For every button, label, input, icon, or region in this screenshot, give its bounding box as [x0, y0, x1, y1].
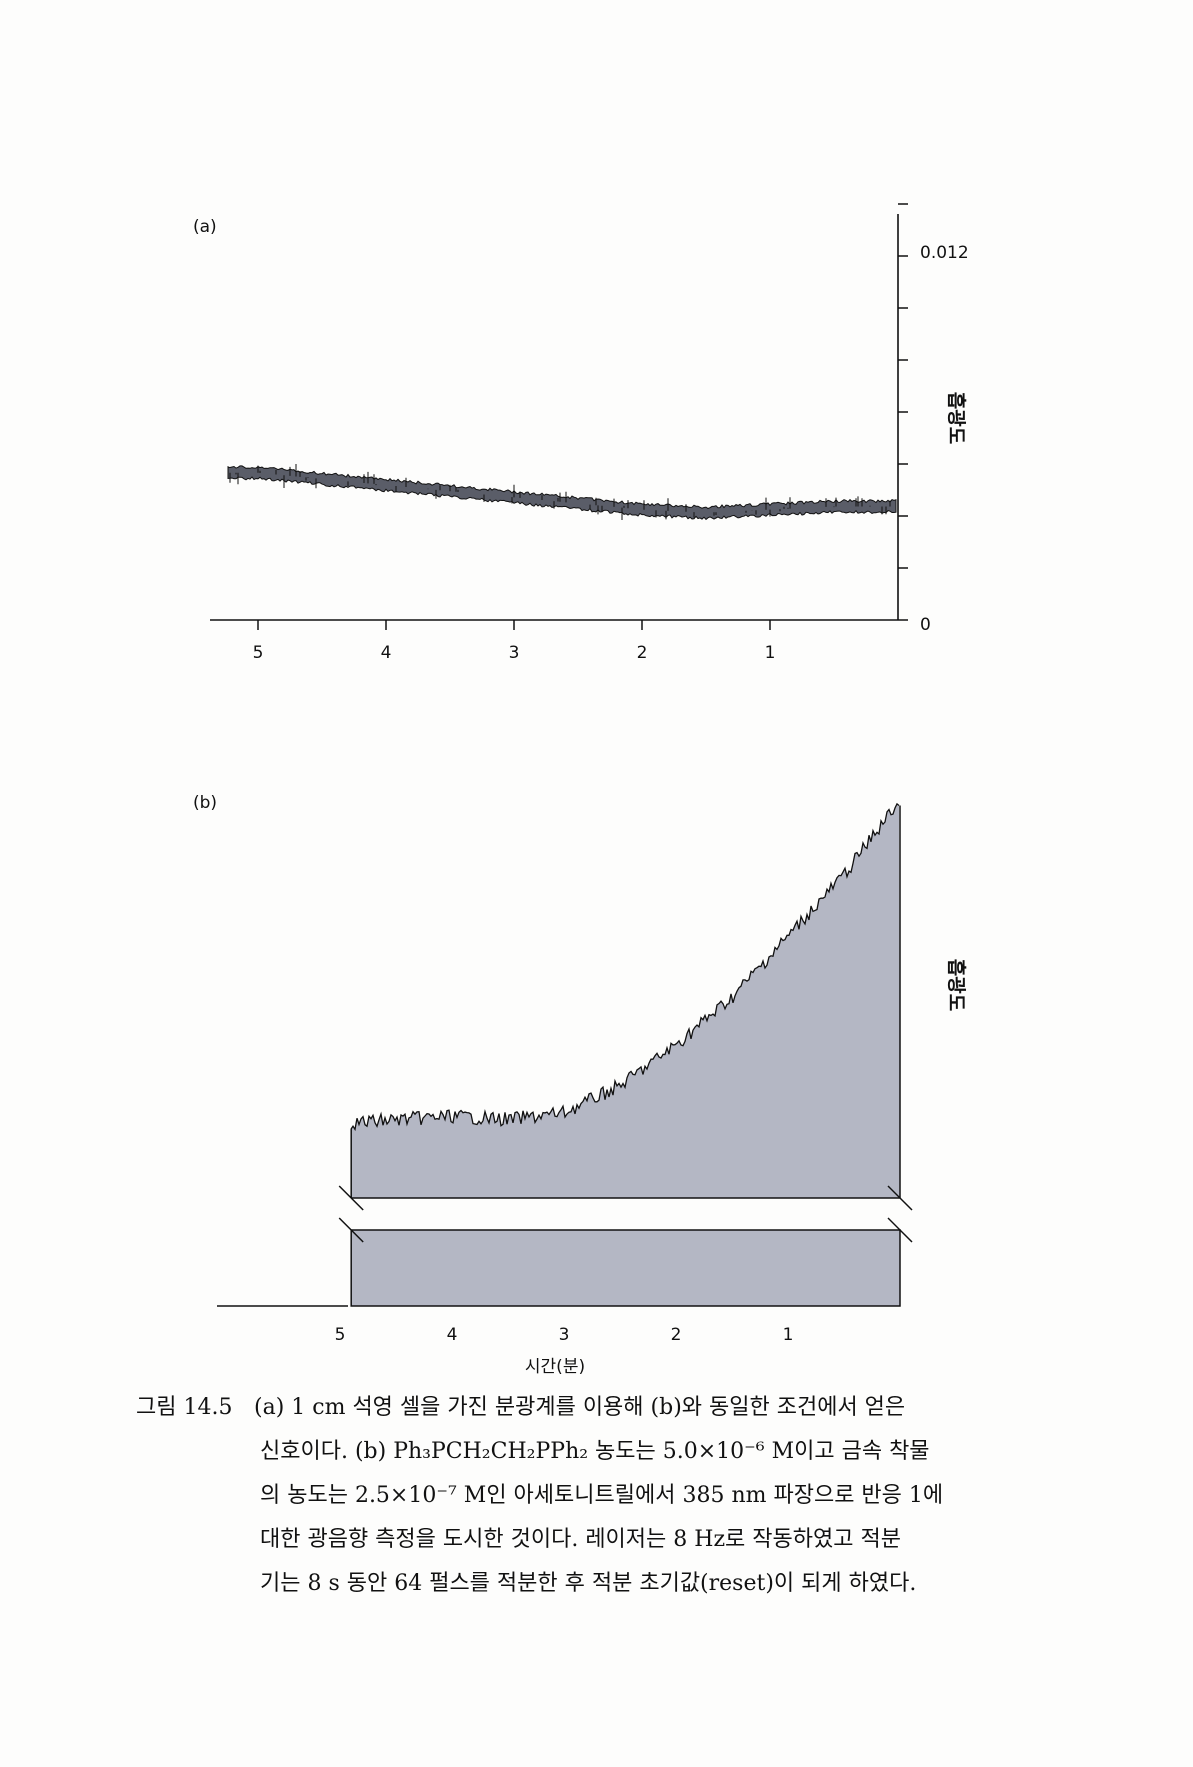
panel-a-ytick-top: 0.012	[920, 243, 969, 263]
panel-b-ylabel: 흡광도	[945, 959, 968, 1011]
panel-b-lower-block	[350, 1229, 901, 1307]
panel-a-x-tick-label: 4	[381, 643, 392, 663]
panel-b-break-slash	[338, 1185, 364, 1211]
caption-line-2: 신호이다. (b) Ph₃PCH₂CH₂PPh₂ 농도는 5.0×10⁻⁶ M이…	[260, 1439, 930, 1464]
panel-a-series-band	[227, 465, 897, 521]
panel-b-series	[350, 802, 901, 1307]
caption-line-1: 그림 14.5 (a) 1 cm 석영 셀을 가진 분광계를 이용해 (b)와 동…	[136, 1386, 1036, 1430]
panel-a-x-tick-label: 5	[253, 643, 264, 663]
panel-b-x-tick-label: 3	[559, 1325, 570, 1345]
panel-a-ylabel: 흡광도	[945, 392, 968, 444]
panel-a: (a) 0.012 0 흡광도 5 4 3 2 1	[193, 203, 969, 663]
caption-line-4: 대한 광음향 측정을 도시한 것이다. 레이저는 8 Hz로 작동하였고 적분	[260, 1527, 901, 1552]
panel-b-x-ticks: 5 4 3 2 1	[335, 1325, 794, 1345]
panel-a-x-ticks: 5 4 3 2 1	[253, 620, 776, 663]
panel-a-y-ticks	[898, 203, 908, 621]
panel-a-ytick-zero: 0	[920, 615, 931, 635]
panel-b-xlabel: 시간(분)	[525, 1357, 585, 1377]
panel-b-break-slash	[338, 1217, 364, 1243]
caption-text-1: (a) 1 cm 석영 셀을 가진 분광계를 이용해 (b)와 동일한 조건에서…	[254, 1395, 906, 1420]
panel-b-x-tick-label: 2	[671, 1325, 682, 1345]
figure-caption: 그림 14.5 (a) 1 cm 석영 셀을 가진 분광계를 이용해 (b)와 동…	[136, 1386, 1036, 1606]
panel-b-label: (b)	[193, 793, 217, 813]
panel-a-x-tick-label: 3	[509, 643, 520, 663]
panel-b-axis-break	[338, 1185, 913, 1243]
panel-b-x-tick-label: 4	[447, 1325, 458, 1345]
panel-b-area-fill	[351, 803, 900, 1198]
panel-a-x-tick-label: 1	[765, 643, 776, 663]
panel-b-break-slash	[887, 1217, 913, 1243]
panel-a-label: (a)	[193, 217, 217, 237]
panel-b-x-tick-label: 1	[783, 1325, 794, 1345]
caption-number: 그림 14.5	[136, 1395, 233, 1420]
caption-line-5: 기는 8 s 동안 64 펄스를 적분한 후 적분 초기값(reset)이 되게…	[260, 1571, 917, 1596]
panel-a-x-tick-label: 2	[637, 643, 648, 663]
panel-b-x-tick-label: 5	[335, 1325, 346, 1345]
caption-line-3: 의 농도는 2.5×10⁻⁷ M인 아세토니트릴에서 385 nm 파장으로 반…	[260, 1483, 944, 1508]
panel-b-signal-line	[350, 802, 900, 1132]
panel-b: (b) 흡광도 5 4 3 2 1 시간(분)	[193, 793, 968, 1377]
panel-b-break-slash	[887, 1185, 913, 1211]
panel-a-series	[227, 464, 897, 521]
